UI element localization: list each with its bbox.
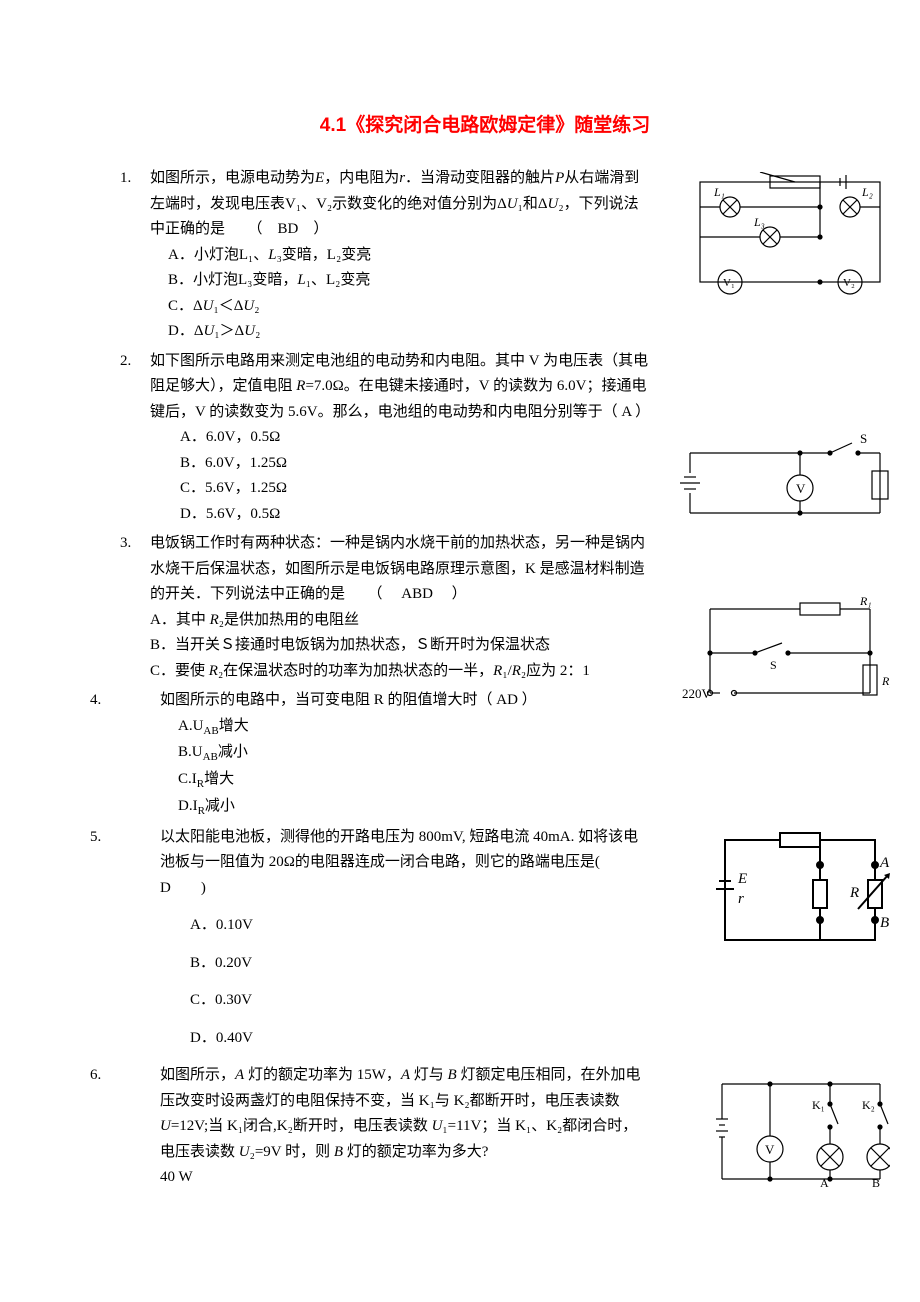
- q-number: 1.: [120, 166, 131, 192]
- svg-text:K₂: K₂: [862, 1098, 875, 1112]
- option-d: D.IR减小: [178, 794, 650, 821]
- option-b: B．0.20V: [190, 951, 650, 977]
- option-d: D．ΔU₁＞ΔU₂: [168, 319, 650, 345]
- option-d: D．5.6V，0.5Ω: [180, 502, 650, 528]
- circuit-figure-1: L₁ L₂ L₃ V₁: [690, 172, 890, 302]
- q-text: 如图所示的电路中，当可变电阻 R 的阻值增大时（ AD ）: [160, 692, 537, 708]
- question-2: 2. 如下图所示电路用来测定电池组的电动势和内电阻。其中 V 为电压表（其电阻足…: [120, 349, 850, 528]
- option-c: C．ΔU₁＜ΔU₂: [168, 294, 650, 320]
- option-d: D．0.40V: [190, 1026, 650, 1052]
- svg-text:B: B: [880, 915, 889, 931]
- svg-text:V₂: V₂: [843, 277, 855, 289]
- q-text: 电饭锅工作时有两种状态：一种是锅内水烧干前的加热状态，另一种是锅内水烧干后保温状…: [150, 535, 645, 602]
- q-number: 2.: [120, 349, 131, 375]
- option-c: C.IR增大: [178, 767, 650, 794]
- q-number: 5.: [90, 825, 101, 851]
- svg-text:R₁: R₁: [859, 594, 872, 608]
- option-b: B．6.0V，1.25Ω: [180, 451, 650, 477]
- option-c: C．0.30V: [190, 988, 650, 1014]
- q-number: 4.: [90, 688, 101, 714]
- svg-text:K₁: K₁: [812, 1098, 825, 1112]
- q-number: 3.: [120, 531, 131, 557]
- q-text: 以太阳能电池板，测得他的开路电压为 800mV, 短路电流 40mA. 如将该电…: [160, 829, 638, 896]
- option-b: B.UAB减小: [178, 740, 650, 767]
- question-4: 4. 如图所示的电路中，当可变电阻 R 的阻值增大时（ AD ） A.UAB增大…: [120, 688, 850, 820]
- svg-text:A: A: [879, 855, 890, 871]
- svg-text:V₁: V₁: [723, 277, 735, 289]
- svg-text:R₂: R₂: [881, 674, 890, 688]
- option-a: A．0.10V: [190, 913, 650, 939]
- question-3: 3. 电饭锅工作时有两种状态：一种是锅内水烧干前的加热状态，另一种是锅内水烧干后…: [120, 531, 850, 684]
- option-c: C．5.6V，1.25Ω: [180, 476, 650, 502]
- svg-text:E: E: [737, 871, 747, 887]
- circuit-figure-6: V K₁ K₂: [710, 1069, 890, 1199]
- svg-text:R: R: [849, 885, 859, 901]
- option-b: B．小灯泡L₃变暗，L₁、L₂变亮: [168, 268, 650, 294]
- circuit-figure-5: E r A B R: [710, 825, 890, 955]
- circuit-figure-2: S V: [680, 433, 890, 533]
- question-5: 5. 以太阳能电池板，测得他的开路电压为 800mV, 短路电流 40mA. 如…: [120, 825, 850, 1052]
- answer-text: 40 W: [160, 1165, 650, 1191]
- svg-text:r: r: [738, 891, 744, 907]
- q-text: 如下图所示电路用来测定电池组的电动势和内电阻。其中 V 为电压表（其电阻足够大）…: [150, 353, 650, 420]
- option-a: A．小灯泡L₁、L₃变暗，L₂变亮: [168, 243, 650, 269]
- option-a: A．6.0V，0.5Ω: [180, 425, 650, 451]
- question-6: 6. 如图所示，A 灯的额定功率为 15W，A 灯与 B 灯额定电压相同，在外加…: [120, 1063, 850, 1191]
- q-text: 如图所示，电源电动势为E，内电阻为r．当滑动变阻器的触片P从右端滑到左端时，发现…: [150, 170, 639, 237]
- page-title: 4.1《探究闭合电路欧姆定律》随堂练习: [120, 110, 850, 142]
- question-1: 1. 如图所示，电源电动势为E，内电阻为r．当滑动变阻器的触片P从右端滑到左端时…: [120, 166, 850, 345]
- q-text: 如图所示，A 灯的额定功率为 15W，A 灯与 B 灯额定电压相同，在外加电压改…: [160, 1067, 640, 1160]
- svg-text:B: B: [872, 1176, 880, 1190]
- svg-text:V: V: [796, 481, 806, 496]
- worksheet-page: 4.1《探究闭合电路欧姆定律》随堂练习 1. 如图所示，电源电动势为E，内电阻为…: [0, 0, 920, 1302]
- svg-text:S: S: [860, 433, 867, 446]
- svg-text:L₂: L₂: [861, 185, 873, 199]
- svg-text:L₃: L₃: [753, 215, 765, 229]
- svg-text:L₁: L₁: [713, 185, 725, 199]
- svg-text:S: S: [770, 658, 777, 672]
- q-number: 6.: [90, 1063, 101, 1089]
- svg-text:V: V: [765, 1142, 775, 1157]
- option-a: A.UAB增大: [178, 714, 650, 741]
